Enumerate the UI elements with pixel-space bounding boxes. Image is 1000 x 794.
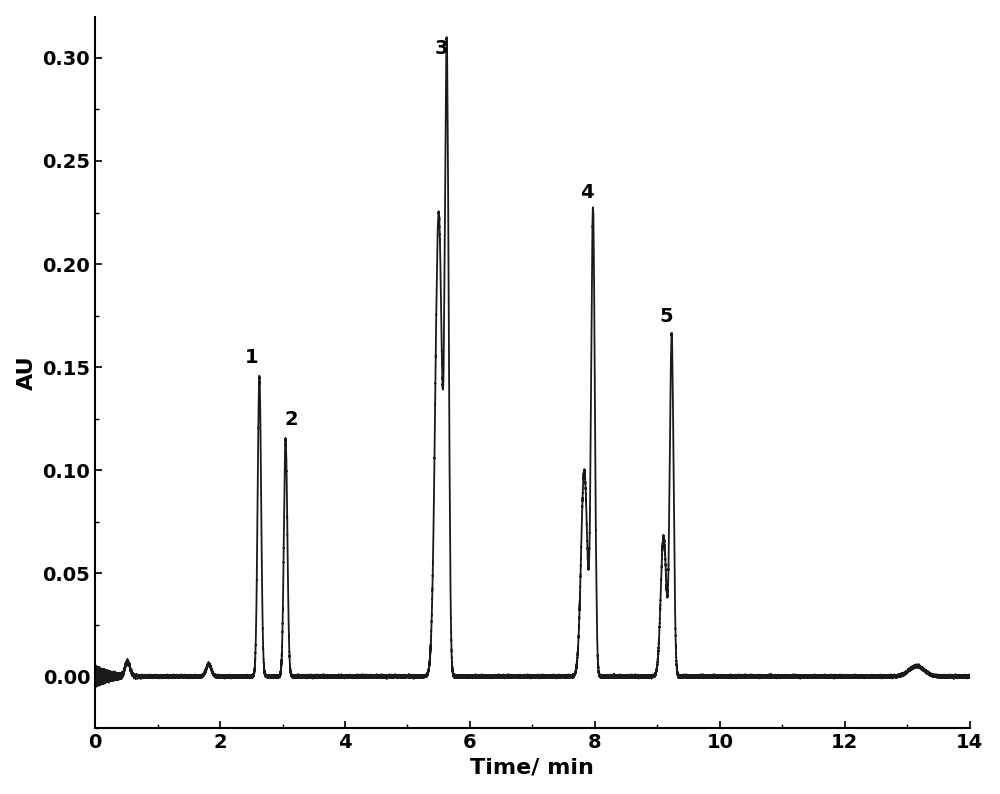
Text: 1: 1: [244, 348, 258, 367]
X-axis label: Time/ min: Time/ min: [470, 757, 594, 777]
Text: 2: 2: [284, 410, 298, 429]
Y-axis label: AU: AU: [17, 355, 37, 390]
Text: 5: 5: [660, 307, 674, 326]
Text: 4: 4: [581, 183, 594, 202]
Text: 3: 3: [435, 39, 449, 58]
